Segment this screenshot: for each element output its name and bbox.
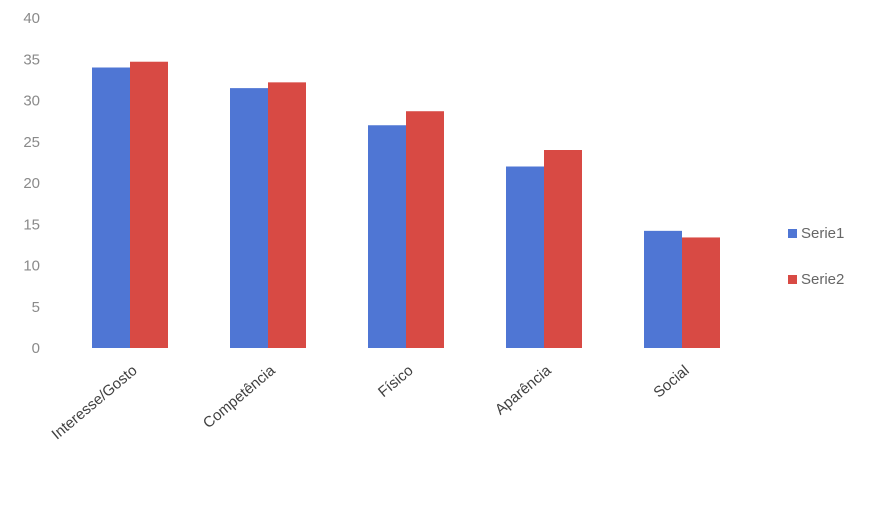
bar-serie1-2: [230, 88, 268, 348]
x-category-label: Social: [650, 362, 692, 401]
bar-serie2-2: [268, 82, 306, 348]
bar-serie2-5: [682, 237, 720, 348]
bar-serie1-5: [644, 230, 682, 348]
legend-label-serie2: Serie2: [801, 271, 844, 288]
y-axis-ticks: 0 5 10 15 20 25 30 35 40: [23, 10, 40, 357]
x-category-label: Aparência: [492, 362, 555, 419]
bar-serie2-3: [406, 111, 444, 348]
y-tick-label: 40: [23, 10, 40, 27]
legend: Serie1 Serie2: [788, 225, 844, 288]
y-tick-label: 15: [23, 216, 40, 233]
y-tick-label: 0: [32, 340, 40, 357]
x-category-label: Competência: [200, 362, 279, 432]
y-tick-label: 5: [32, 299, 40, 316]
y-tick-label: 30: [23, 93, 40, 110]
x-category-label: Físico: [375, 362, 417, 401]
bar-serie1-4: [506, 166, 544, 348]
bar-serie2-4: [544, 150, 582, 348]
bar-serie2-1: [130, 61, 168, 348]
y-tick-label: 20: [23, 175, 40, 192]
x-category-label: Interesse/Gosto: [49, 362, 141, 443]
legend-swatch-serie1: [788, 229, 797, 238]
legend-swatch-serie2: [788, 275, 797, 284]
bars: [92, 61, 720, 348]
bar-serie1-1: [92, 67, 130, 348]
x-axis-labels: Interesse/Gosto Competência Físico Aparênci…: [49, 362, 693, 444]
legend-label-serie1: Serie1: [801, 225, 844, 242]
y-tick-label: 10: [23, 258, 40, 275]
bar-serie1-3: [368, 125, 406, 348]
y-tick-label: 25: [23, 134, 40, 151]
y-tick-label: 35: [23, 51, 40, 68]
